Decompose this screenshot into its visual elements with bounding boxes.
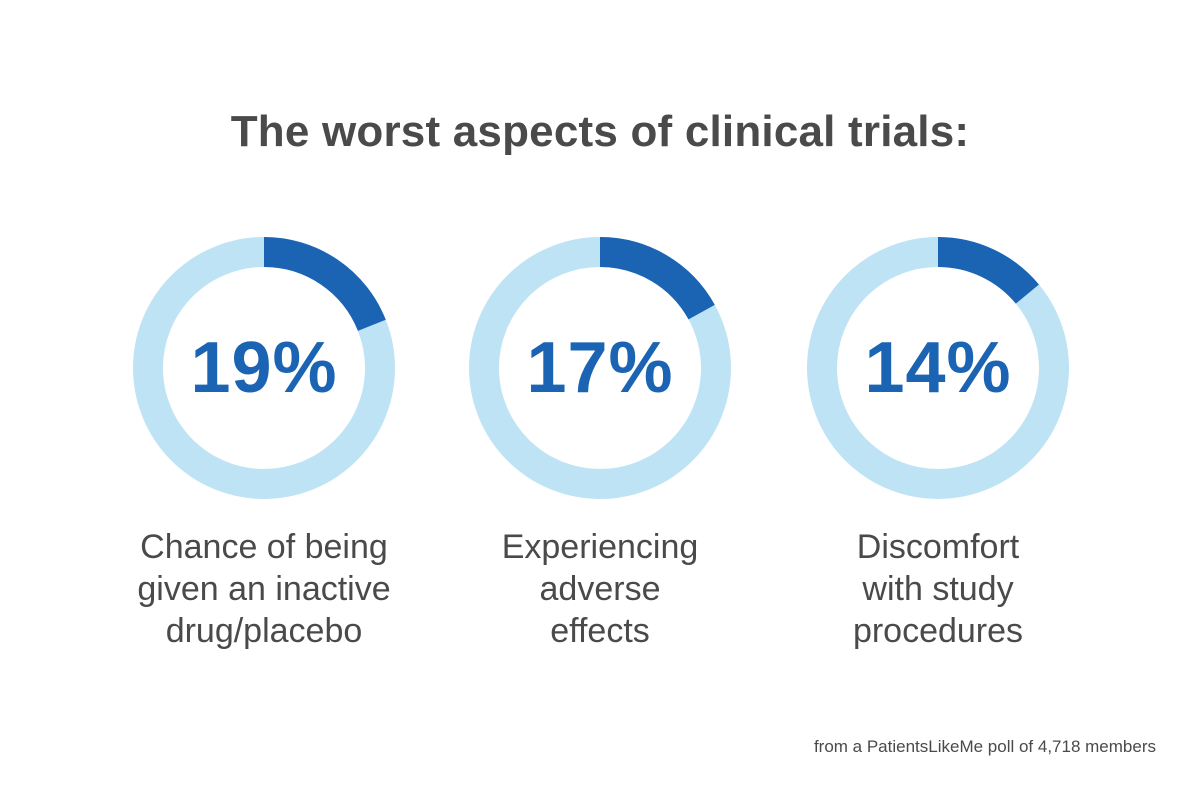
donut-3-value-arc	[937, 237, 1039, 304]
donut-1-svg	[133, 237, 395, 499]
donut-chart-2: 17%	[468, 236, 732, 500]
donut-3-label: Discomfort with study procedures	[778, 526, 1098, 652]
donut-2-value-arc	[599, 237, 715, 320]
donut-1-label-line-2: given an inactive	[137, 570, 391, 608]
chart-title: The worst aspects of clinical trials:	[230, 107, 970, 156]
donut-chart-1: 19%	[132, 236, 396, 500]
donut-3-label-line-1: Discomfort	[856, 528, 1020, 566]
donut-1-label: Chance of being given an inactive drug/p…	[104, 526, 424, 652]
donut-1-value-arc	[263, 237, 386, 332]
donut-1-label-line-1: Chance of being	[140, 528, 388, 566]
donut-3-svg	[807, 237, 1069, 499]
source-note: from a PatientsLikeMe poll of 4,718 memb…	[813, 737, 1156, 756]
donut-2-label-line-3: effects	[550, 612, 650, 650]
donut-2-label-line-2: adverse	[539, 570, 661, 608]
donut-2-percentage: 17%	[526, 328, 674, 408]
donut-2-svg	[469, 237, 731, 499]
donut-3-label-line-2: with study	[862, 570, 1014, 608]
donut-2-label: Experiencing adverse effects	[440, 526, 760, 652]
donut-3-percentage: 14%	[864, 328, 1012, 408]
donut-2-label-line-1: Experiencing	[501, 528, 699, 566]
donut-3-label-line-3: procedures	[852, 612, 1024, 650]
donut-chart-3: 14%	[806, 236, 1070, 500]
donut-1-label-line-3: drug/placebo	[165, 612, 363, 650]
donut-1-percentage: 19%	[190, 328, 338, 408]
